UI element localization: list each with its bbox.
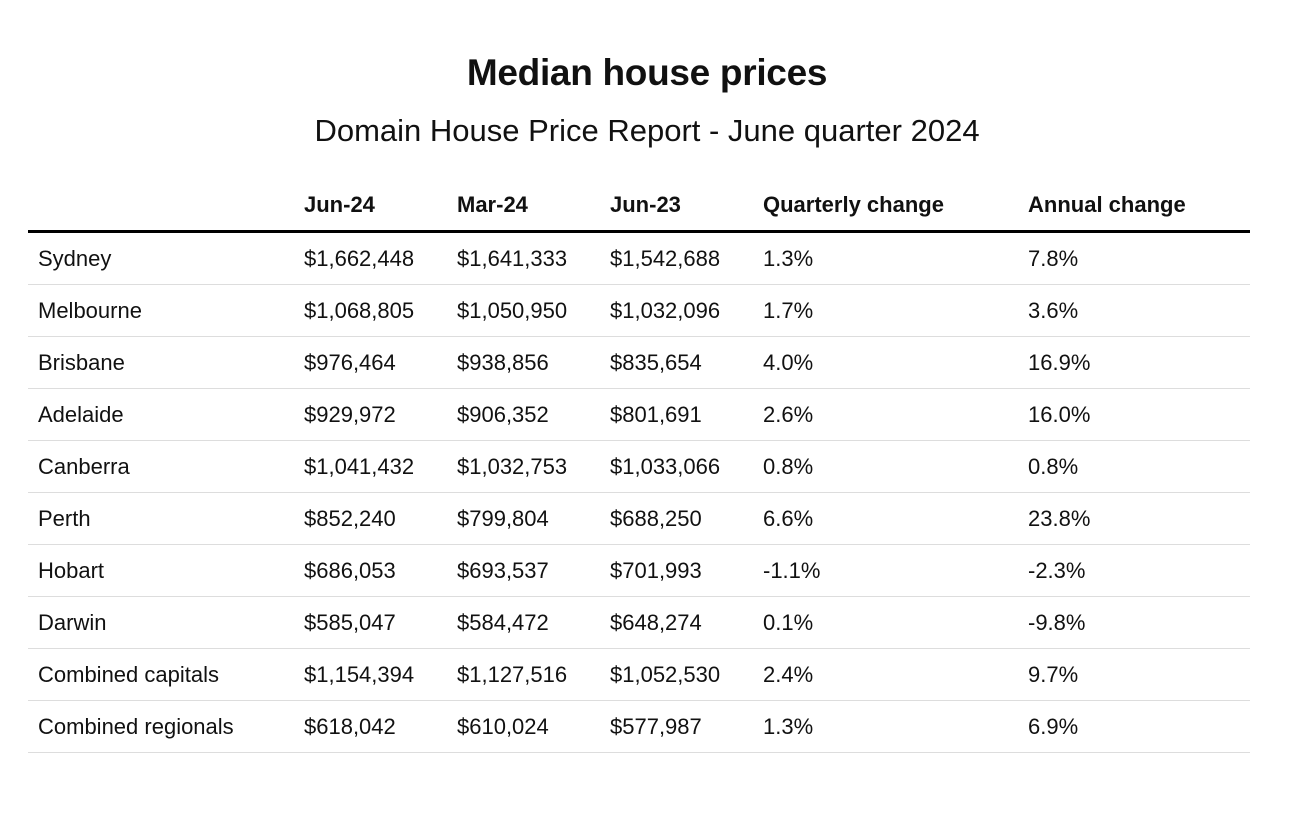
quarterly-change-cell: 2.6% (753, 388, 1018, 441)
header-jun-23: Jun-23 (600, 180, 753, 233)
mar-24-cell: $693,537 (447, 544, 600, 597)
jun-23-cell: $701,993 (600, 544, 753, 597)
mar-24-cell: $1,032,753 (447, 440, 600, 493)
jun-23-cell: $1,542,688 (600, 231, 753, 285)
annual-change-cell: -2.3% (1018, 544, 1250, 597)
region-cell: Combined regionals (28, 700, 294, 753)
table-row: Sydney $1,662,448 $1,641,333 $1,542,688 1.3%… (28, 231, 1250, 285)
quarterly-change-cell: 0.8% (753, 440, 1018, 493)
jun-23-cell: $1,052,530 (600, 648, 753, 701)
table-row: Hobart $686,053 $693,537 $701,993 -1.1% -2.3% (28, 544, 1250, 597)
mar-24-cell: $584,472 (447, 596, 600, 649)
chart-subtitle: Domain House Price Report - June quarter… (314, 113, 980, 148)
header-region (28, 180, 294, 233)
region-cell: Perth (28, 492, 294, 545)
annual-change-cell: 16.9% (1018, 336, 1250, 389)
mar-24-cell: $1,050,950 (447, 284, 600, 337)
annual-change-cell: 16.0% (1018, 388, 1250, 441)
mar-24-cell: $906,352 (447, 388, 600, 441)
region-cell: Adelaide (28, 388, 294, 441)
header-mar-24: Mar-24 (447, 180, 600, 233)
annual-change-cell: 23.8% (1018, 492, 1250, 545)
quarterly-change-cell: 6.6% (753, 492, 1018, 545)
region-cell: Brisbane (28, 336, 294, 389)
annual-change-cell: 9.7% (1018, 648, 1250, 701)
quarterly-change-cell: 1.3% (753, 700, 1018, 753)
region-cell: Hobart (28, 544, 294, 597)
table-row: Combined regionals $618,042 $610,024 $577,9… (28, 700, 1250, 753)
region-cell: Darwin (28, 596, 294, 649)
chart-title: Median house prices (466, 52, 828, 93)
jun-23-cell: $648,274 (600, 596, 753, 649)
jun-24-cell: $852,240 (294, 492, 447, 545)
jun-24-cell: $686,053 (294, 544, 447, 597)
quarterly-change-cell: -1.1% (753, 544, 1018, 597)
jun-23-cell: $835,654 (600, 336, 753, 389)
jun-24-cell: $585,047 (294, 596, 447, 649)
jun-23-cell: $1,033,066 (600, 440, 753, 493)
jun-23-cell: $1,032,096 (600, 284, 753, 337)
mar-24-cell: $1,641,333 (447, 231, 600, 285)
jun-23-cell: $801,691 (600, 388, 753, 441)
annual-change-cell: -9.8% (1018, 596, 1250, 649)
jun-24-cell: $929,972 (294, 388, 447, 441)
jun-24-cell: $1,041,432 (294, 440, 447, 493)
jun-24-cell: $1,068,805 (294, 284, 447, 337)
mar-24-cell: $938,856 (447, 336, 600, 389)
table-header-row: Jun-24 Mar-24 Jun-23 Quarterly change An… (28, 180, 1250, 233)
header-annual-change: Annual change (1018, 180, 1250, 233)
table-row: Perth $852,240 $799,804 $688,250 6.6% 23.8% (28, 492, 1250, 545)
region-cell: Sydney (28, 231, 294, 285)
mar-24-cell: $799,804 (447, 492, 600, 545)
annual-change-cell: 0.8% (1018, 440, 1250, 493)
table-row: Brisbane $976,464 $938,856 $835,654 4.0% 16.9… (28, 336, 1250, 389)
table-row: Combined capitals $1,154,394 $1,127,516 $1,… (28, 648, 1250, 701)
table-body: Sydney $1,662,448 $1,641,333 $1,542,688 1.3%… (28, 231, 1250, 753)
region-cell: Combined capitals (28, 648, 294, 701)
quarterly-change-cell: 0.1% (753, 596, 1018, 649)
quarterly-change-cell: 1.3% (753, 231, 1018, 285)
table-row: Adelaide $929,972 $906,352 $801,691 2.6% 16.0… (28, 388, 1250, 441)
annual-change-cell: 3.6% (1018, 284, 1250, 337)
annual-change-cell: 6.9% (1018, 700, 1250, 753)
quarterly-change-cell: 2.4% (753, 648, 1018, 701)
header-jun-24: Jun-24 (294, 180, 447, 233)
table-row: Melbourne $1,068,805 $1,050,950 $1,032,096 1… (28, 284, 1250, 337)
jun-24-cell: $1,154,394 (294, 648, 447, 701)
region-cell: Melbourne (28, 284, 294, 337)
quarterly-change-cell: 1.7% (753, 284, 1018, 337)
table-row: Darwin $585,047 $584,472 $648,274 0.1% -9.8% (28, 596, 1250, 649)
header-quarterly-change: Quarterly change (753, 180, 1018, 233)
jun-24-cell: $618,042 (294, 700, 447, 753)
table-row: Canberra $1,041,432 $1,032,753 $1,033,066 0.… (28, 440, 1250, 493)
jun-23-cell: $577,987 (600, 700, 753, 753)
price-table: Jun-24 Mar-24 Jun-23 Quarterly change An… (28, 180, 1250, 753)
jun-24-cell: $976,464 (294, 336, 447, 389)
region-cell: Canberra (28, 440, 294, 493)
annual-change-cell: 7.8% (1018, 231, 1250, 285)
mar-24-cell: $1,127,516 (447, 648, 600, 701)
jun-23-cell: $688,250 (600, 492, 753, 545)
quarterly-change-cell: 4.0% (753, 336, 1018, 389)
mar-24-cell: $610,024 (447, 700, 600, 753)
jun-24-cell: $1,662,448 (294, 231, 447, 285)
